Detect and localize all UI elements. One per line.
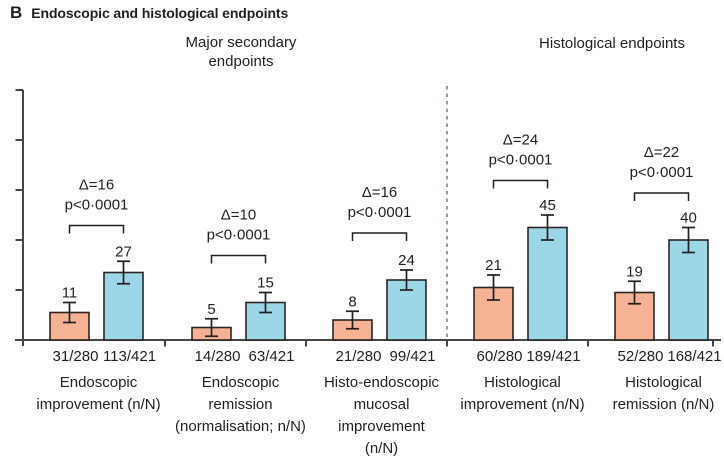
category-label-line: improvement (n/N) bbox=[36, 396, 160, 413]
figure-title: Endoscopic and histological endpoints bbox=[31, 5, 289, 21]
category-label-line: Endoscopic bbox=[60, 374, 138, 391]
bar-value-label: 11 bbox=[62, 285, 78, 302]
section-header-histological: Histological endpoints bbox=[539, 34, 685, 53]
category-label-line: (normalisation; n/N) bbox=[175, 418, 306, 435]
p-value-label: p<0·0001 bbox=[348, 204, 412, 221]
category-label-line: Histological bbox=[484, 374, 561, 391]
category-label-line: remission (n/N) bbox=[613, 396, 715, 413]
bar-value-label: 24 bbox=[398, 252, 415, 269]
delta-label: Δ=24 bbox=[503, 132, 538, 149]
bar-value-label: 40 bbox=[680, 210, 697, 227]
bar-value-label: 5 bbox=[207, 301, 215, 318]
delta-label: Δ=10 bbox=[221, 207, 256, 224]
significance-bracket bbox=[351, 232, 408, 241]
section-header-major-secondary: Major secondary endpoints bbox=[186, 33, 297, 71]
category-label-line: Endoscopic bbox=[202, 374, 280, 391]
fraction-label: 52/280 bbox=[618, 348, 664, 365]
fraction-label: 63/421 bbox=[249, 348, 295, 365]
fraction-label: 168/421 bbox=[667, 348, 721, 365]
significance-bracket bbox=[68, 224, 125, 234]
bar-value-label: 15 bbox=[257, 275, 274, 292]
category-label-line: mucosal bbox=[354, 396, 410, 413]
fraction-label: 31/280 bbox=[53, 348, 99, 365]
category-label-line: remission bbox=[208, 396, 272, 413]
significance-bracket bbox=[492, 179, 549, 189]
panel-letter-label: B bbox=[10, 3, 23, 22]
category-label-line: Histological bbox=[625, 374, 702, 391]
fraction-label: 60/280 bbox=[477, 348, 523, 365]
section-header-line: Major secondary bbox=[185, 34, 297, 51]
bar-value-label: 8 bbox=[348, 293, 356, 310]
significance-bracket bbox=[633, 192, 690, 201]
bar-value-label: 27 bbox=[115, 243, 132, 260]
bar-value-label: 19 bbox=[626, 263, 643, 280]
significance-bracket bbox=[210, 254, 267, 264]
category-label-line: (n/N) bbox=[365, 440, 398, 457]
p-value-label: p<0·0001 bbox=[489, 152, 553, 169]
bar-value-label: 45 bbox=[539, 197, 556, 214]
category-label-line: Histo-endoscopic bbox=[324, 374, 440, 391]
delta-label: Δ=16 bbox=[79, 177, 114, 194]
bar-active bbox=[668, 239, 709, 341]
section-header-line: endpoints bbox=[208, 53, 274, 70]
fraction-label: 99/421 bbox=[390, 348, 436, 365]
p-value-label: p<0·0001 bbox=[630, 164, 694, 181]
p-value-label: p<0·0001 bbox=[207, 227, 271, 244]
delta-label: Δ=22 bbox=[644, 144, 679, 161]
section-header-line: Histological endpoints bbox=[539, 35, 685, 52]
bar-active bbox=[527, 226, 568, 341]
panel-title: B Endoscopic and histological endpoints bbox=[10, 3, 288, 23]
fraction-label: 21/280 bbox=[336, 348, 382, 365]
fraction-label: 113/421 bbox=[103, 348, 156, 365]
category-label-line: improvement bbox=[338, 418, 426, 435]
category-label-line: improvement (n/N) bbox=[460, 396, 584, 413]
p-value-label: p<0·0001 bbox=[65, 197, 129, 214]
fraction-label: 189/421 bbox=[526, 348, 580, 365]
fraction-label: 14/280 bbox=[195, 348, 241, 365]
delta-label: Δ=16 bbox=[362, 184, 397, 201]
bar-value-label: 21 bbox=[485, 257, 502, 274]
